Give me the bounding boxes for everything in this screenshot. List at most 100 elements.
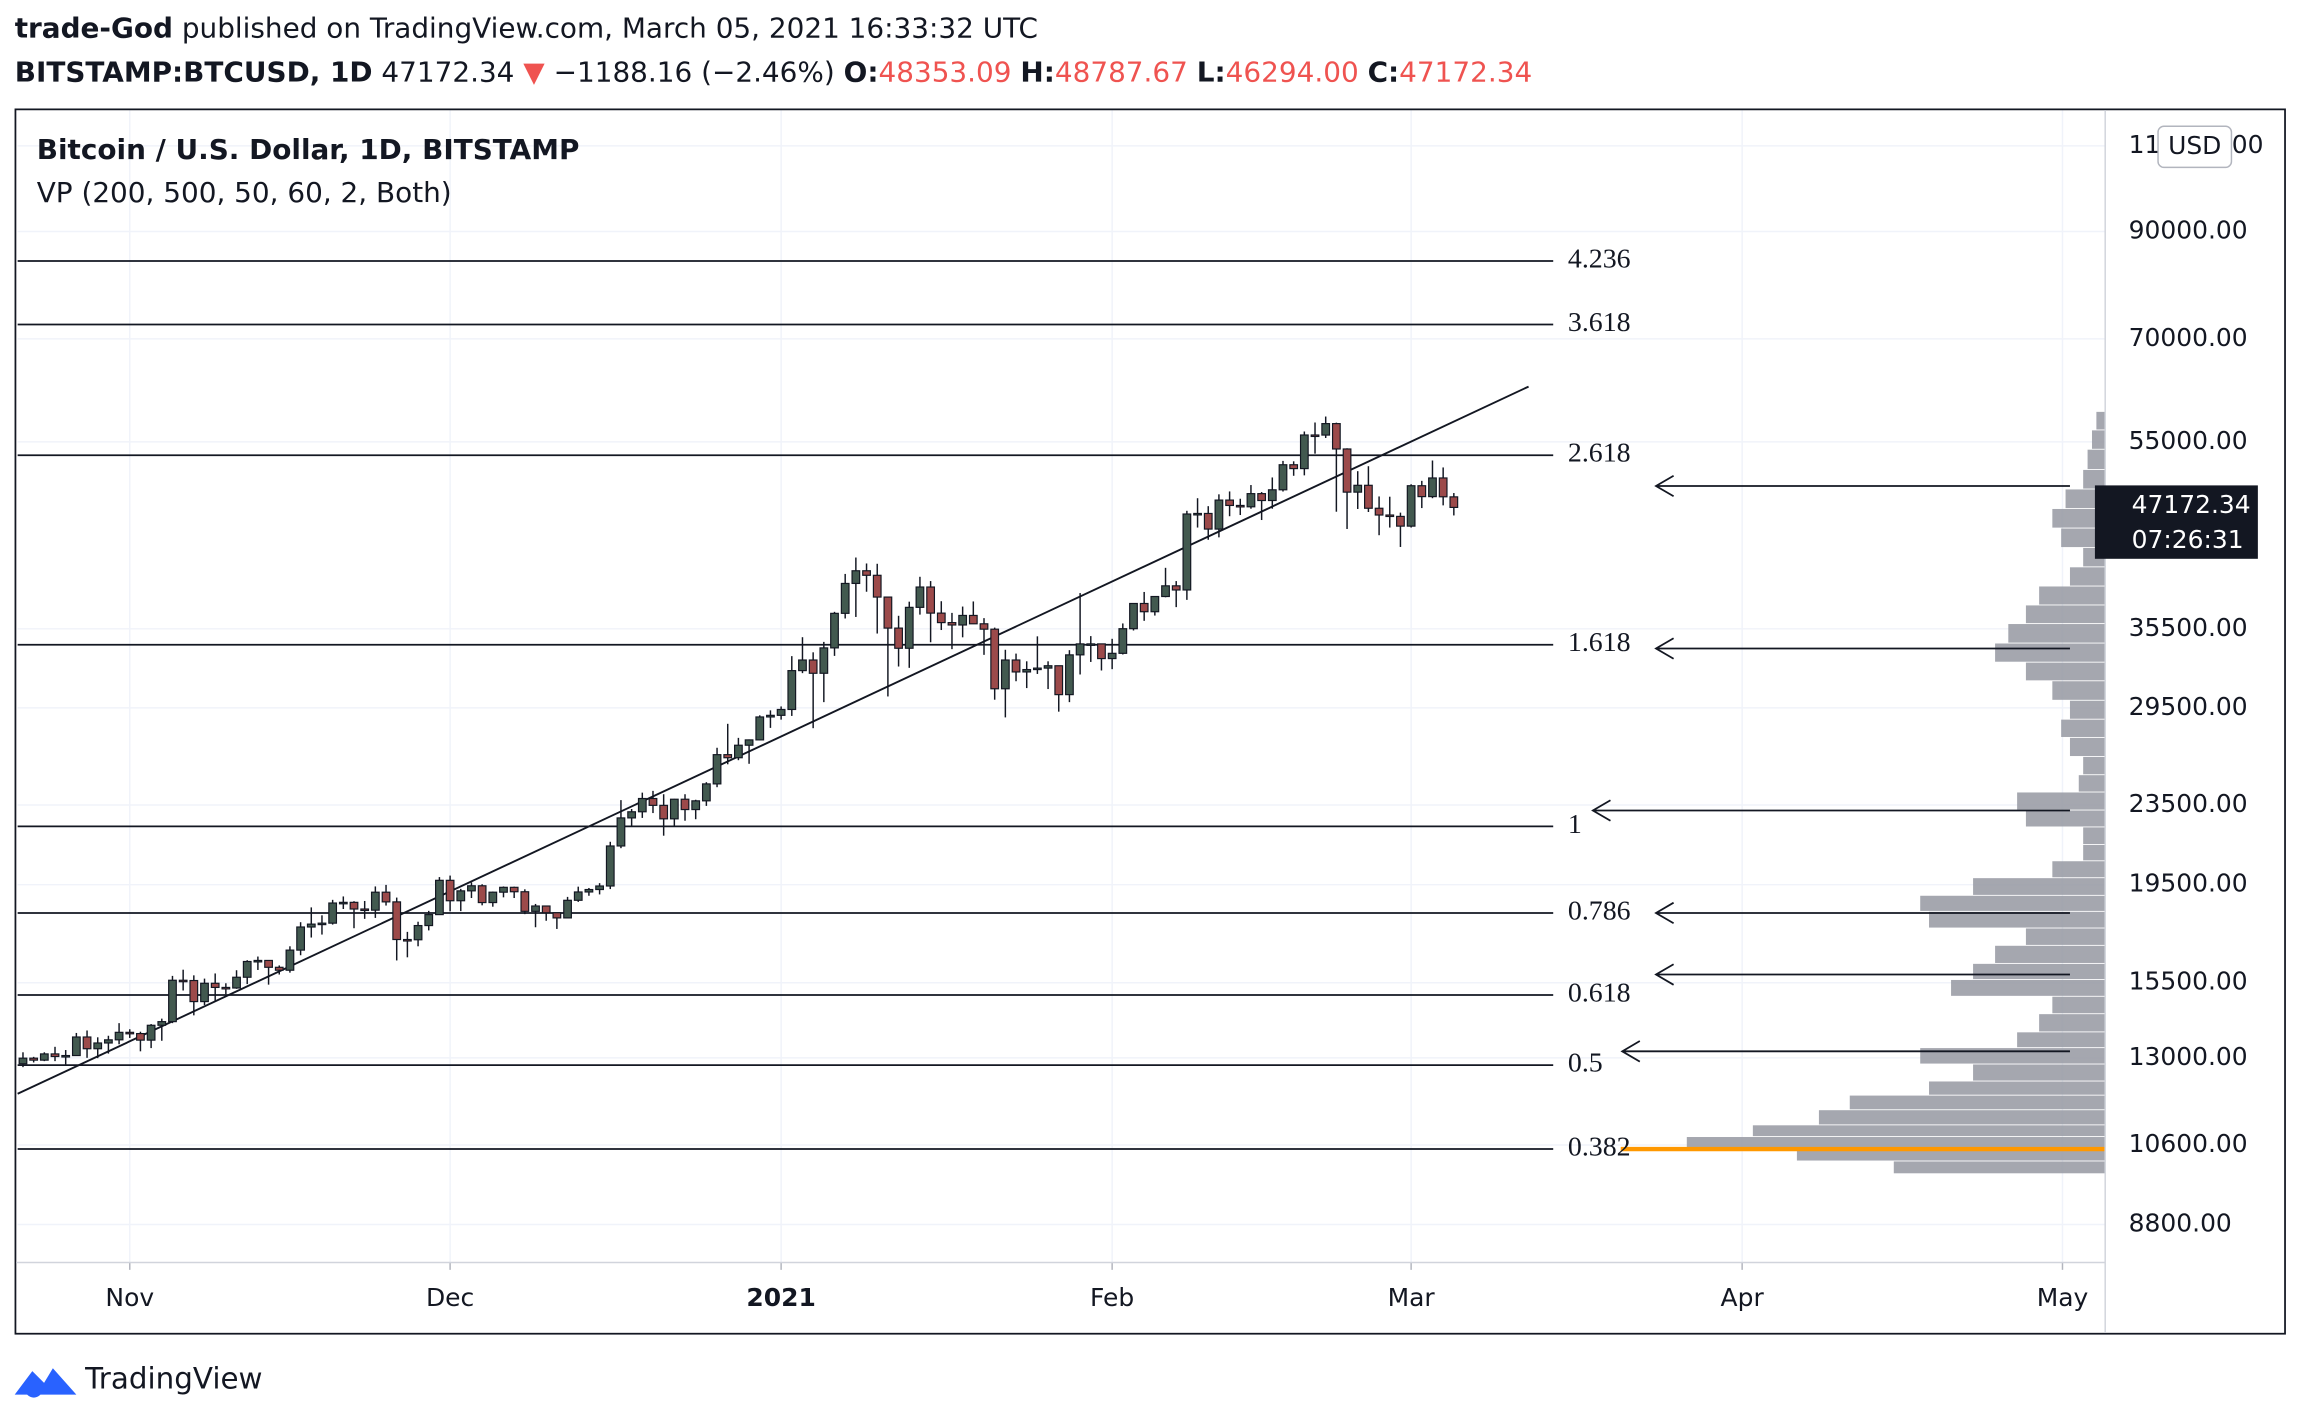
candle-body (1385, 514, 1395, 518)
volume-bar (1929, 1081, 2106, 1095)
close-label: C: (1368, 55, 1400, 88)
candle-body (253, 959, 263, 963)
candle-body (1321, 423, 1331, 436)
candle-body (1054, 665, 1064, 696)
volume-bar (2096, 411, 2106, 430)
volume-bar (2091, 430, 2106, 449)
x-tick-label: Apr (1721, 1283, 1765, 1312)
candle-body (1278, 464, 1288, 491)
candle-body (1203, 512, 1213, 530)
publish-line: trade-God published on TradingView.com, … (15, 11, 1038, 44)
high: 48787.67 (1055, 55, 1188, 88)
candle-body (669, 798, 679, 820)
volume-bar (2052, 508, 2106, 528)
candle-body (499, 886, 508, 893)
candle-body (1129, 602, 1138, 630)
candle-body (776, 708, 786, 716)
candle-body (424, 914, 434, 927)
arrow (1620, 1040, 2070, 1063)
candle-body (627, 811, 637, 819)
chart: 110000.0090000.0070000.0055000.0035500.0… (17, 110, 2264, 1312)
footer-logo (14, 1368, 77, 1398)
volume-bar (1973, 963, 2106, 980)
candle-body (734, 744, 743, 759)
volume-bar (2083, 469, 2106, 489)
candle-body (872, 574, 882, 598)
candle-body (338, 901, 348, 905)
candle-body (456, 890, 466, 902)
candle-body (50, 1053, 60, 1058)
symbol: BITSTAMP:BTCUSD, 1D (15, 55, 373, 88)
candle-body (680, 798, 690, 811)
arrow (1654, 963, 2070, 986)
candle-body (1246, 493, 1256, 508)
candle-body (766, 714, 775, 718)
candle-body (114, 1031, 124, 1041)
fib-label: 1 (1568, 809, 1582, 840)
volume-bar (1973, 878, 2106, 895)
volume-bar (1849, 1095, 2106, 1110)
candle-body (552, 912, 562, 919)
candle-body (349, 901, 359, 910)
volume-bar (2017, 1032, 2106, 1048)
candle-body (531, 905, 540, 912)
y-tick-label: 35500.00 (2129, 613, 2248, 642)
candle-body (520, 891, 530, 912)
x-tick-label: Feb (1090, 1283, 1134, 1312)
fib-label: 0.382 (1568, 1131, 1631, 1162)
x-tick-label: Mar (1388, 1283, 1436, 1312)
candle-body (605, 845, 615, 887)
candle-body (1182, 513, 1192, 591)
candle-body (1214, 499, 1224, 530)
candle-body (637, 797, 647, 813)
volume-bar (2083, 827, 2106, 845)
candle-body (1171, 585, 1181, 591)
volume-bar (2061, 719, 2106, 737)
candle-body (1065, 654, 1074, 696)
chart-border (14, 108, 2286, 1335)
candle-body (862, 570, 871, 576)
candle-body (1022, 668, 1032, 673)
open-label: O: (844, 55, 879, 88)
volume-bar (2083, 844, 2106, 861)
candle-body (1097, 643, 1106, 660)
candle-body (1043, 665, 1053, 669)
candle-body (947, 622, 957, 626)
y-tick-label: 13000.00 (2129, 1042, 2248, 1071)
arrow (1654, 901, 2070, 925)
candle-body (755, 716, 765, 741)
candle-body (958, 614, 968, 626)
candle-body (392, 901, 402, 941)
candle-body (990, 628, 1000, 690)
candle-body (1086, 643, 1096, 646)
candle-body (285, 949, 295, 971)
candle-body (1353, 484, 1363, 493)
candle-body (648, 797, 658, 806)
brand: TradingView (84, 1361, 262, 1395)
candle-body (39, 1053, 49, 1061)
high-label: H: (1020, 55, 1054, 88)
x-tick-label: May (2037, 1283, 2089, 1312)
candle-body (71, 1036, 81, 1057)
volume-bar (1796, 1149, 2106, 1161)
candle-body (563, 899, 572, 919)
candle-body (200, 982, 209, 1003)
candle-body (1000, 659, 1010, 690)
candle-body (744, 739, 754, 746)
candle-body (413, 924, 423, 941)
fib-label: 4.236 (1568, 243, 1631, 274)
candle-body (168, 979, 177, 1023)
candle-body (274, 966, 284, 971)
volume-bar (2069, 567, 2106, 586)
candle-body (1032, 667, 1042, 671)
fib-label: 0.786 (1568, 895, 1631, 926)
fib-label: 1.618 (1568, 627, 1631, 658)
candle-body (477, 885, 487, 904)
volume-bar (2017, 792, 2106, 810)
candle-body (659, 804, 669, 820)
fib-label: 0.618 (1568, 977, 1631, 1008)
change-arrow: ▼ (523, 55, 545, 88)
x-tick-label: 2021 (746, 1283, 815, 1312)
y-tick-label: 15500.00 (2129, 967, 2248, 996)
